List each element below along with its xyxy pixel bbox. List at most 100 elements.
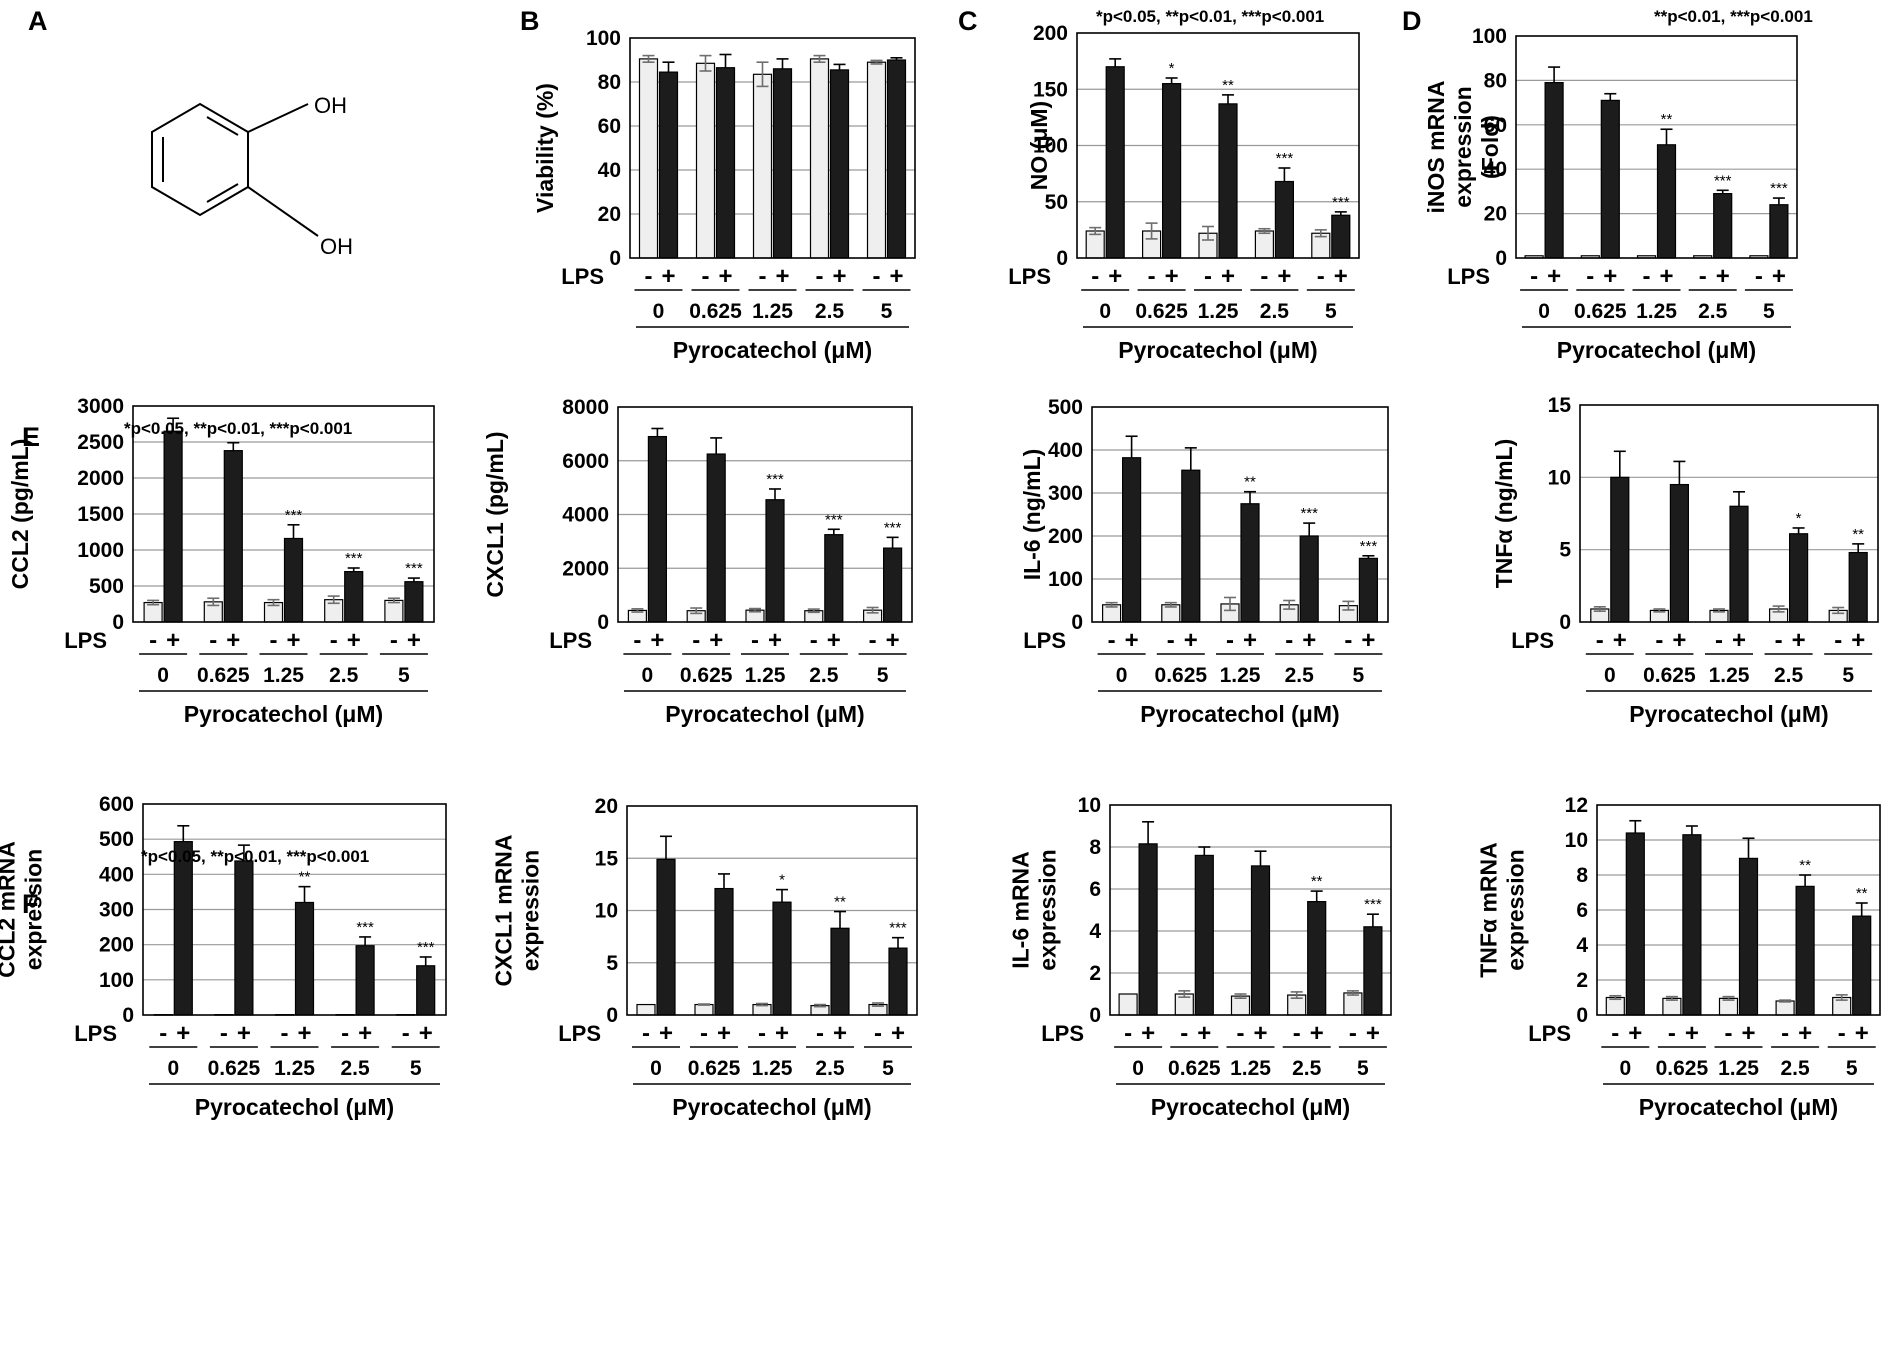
bar-lps-plus [1105,66,1125,259]
significance-label: *** [1360,538,1378,555]
x-tick-label: 1.25 [263,664,304,687]
x-tick-label: 0 [642,664,654,687]
lps-plus-label: + [1125,627,1139,654]
lps-plus-label: + [1732,627,1746,654]
bar-lps-plus [656,858,676,1016]
significance-label: * [1796,510,1802,527]
bar-lps-plus [283,537,304,623]
bar-lps-plus [772,68,793,259]
lps-plus-label: + [650,627,664,654]
x-tick-label: 5 [882,1057,894,1080]
lps-minus-label: - [1655,627,1663,654]
y-tick-label: 2500 [77,431,124,454]
significance-label: *** [1364,896,1382,913]
y-tick-label: 200 [1033,22,1068,45]
bar-lps-plus [1729,505,1749,623]
lps-plus-label: + [1366,1020,1380,1047]
y-tick-label: 400 [1048,439,1083,462]
x-tick-label: 2.5 [1698,300,1728,323]
lps-minus-label: - [1124,1020,1132,1047]
bar-lps-plus [1240,503,1260,623]
lps-minus-label: - [1596,627,1604,654]
hydroxyl-label-bottom: OH [320,234,353,259]
lps-plus-label: + [176,1020,190,1047]
bar-lps-plus [1848,551,1868,623]
x-tick-label: 1.25 [1709,664,1750,687]
bar-lps-plus [882,547,903,623]
lps-minus-label: - [1293,1020,1301,1047]
y-tick-label: 100 [1048,568,1083,591]
x-tick-label: 0.625 [1643,664,1696,687]
significance-label: *** [884,519,902,536]
bar-lps-minus [694,1003,714,1016]
benzene-ring [151,102,249,217]
bar-lps-plus [294,901,315,1016]
x-tick-label: 5 [877,664,889,687]
y-tick-label: 40 [1484,158,1507,181]
y-tick-label: 100 [1033,135,1068,158]
y-tick-label: 100 [586,27,621,50]
bar-lps-plus [1656,144,1677,259]
lps-plus-label: + [1277,263,1291,290]
y-tick-label: 15 [595,847,619,870]
bar-lps-plus [706,453,726,623]
y-tick-label: 0 [122,1004,134,1027]
x-tick-label: 1.25 [745,664,786,687]
lps-minus-label: - [402,1020,410,1047]
lps-plus-label: + [1798,1020,1812,1047]
bar-lps-plus [344,570,364,623]
lps-minus-label: - [1668,1020,1676,1047]
x-axis-title: Pyrocatechol (μM) [673,337,872,363]
lps-minus-label: - [759,263,767,290]
lps-plus-label: + [1672,627,1686,654]
bar-lps-plus [1795,885,1815,1016]
lps-minus-label: - [702,263,710,290]
lps-plus-label: + [1334,263,1348,290]
y-tick-label: 4 [1089,920,1101,943]
bar-lps-plus [1682,834,1702,1016]
lps-row-label: LPS [64,628,107,653]
x-axis-title: Pyrocatechol (μM) [184,701,383,727]
y-axis-title: CXCL1 (pg/mL) [482,431,508,597]
y-tick-label: 4000 [562,504,609,527]
lps-plus-label: + [1547,263,1561,290]
panel-letter-d: D [1402,6,1422,36]
x-axis-title: Pyrocatechol (μM) [1629,701,1828,727]
pyrocatechol-structure: OH OH [151,93,353,259]
x-tick-label: 0.625 [689,300,742,323]
lps-minus-label: - [159,1020,167,1047]
bond-oh-bottom [247,186,319,237]
bar-lps-plus [1121,457,1142,623]
y-tick-label: 60 [598,115,621,138]
lps-row-label: LPS [1041,1021,1084,1046]
significance-label: *** [825,511,843,528]
significance-label: *** [766,471,784,488]
bar-lps-plus [888,947,908,1016]
lps-plus-label: + [419,1020,433,1047]
lps-minus-label: - [209,627,217,654]
lps-minus-label: - [1167,627,1175,654]
bar-lps-plus [1358,557,1379,623]
y-tick-label: 0 [1559,611,1571,634]
lps-minus-label: - [281,1020,289,1047]
lps-plus-label: + [1243,627,1257,654]
lps-minus-label: - [692,627,700,654]
x-tick-label: 0 [1538,300,1550,323]
y-axis-title: CCL2 mRNAexpression [0,841,47,978]
significance-label: *** [1300,505,1318,522]
lps-plus-label: + [1603,263,1617,290]
lps-minus-label: - [645,263,653,290]
plot-frame [132,405,435,623]
bar-lps-plus [765,499,785,623]
y-tick-label: 2 [1576,969,1588,992]
bar-lps-plus [829,69,850,259]
x-tick-label: 2.5 [815,300,845,323]
lps-plus-label: + [827,627,841,654]
significance-label: ** [834,894,846,911]
significance-label: *** [356,919,374,936]
x-axis-title: Pyrocatechol (μM) [1557,337,1756,363]
bar-lps-minus [384,599,404,623]
